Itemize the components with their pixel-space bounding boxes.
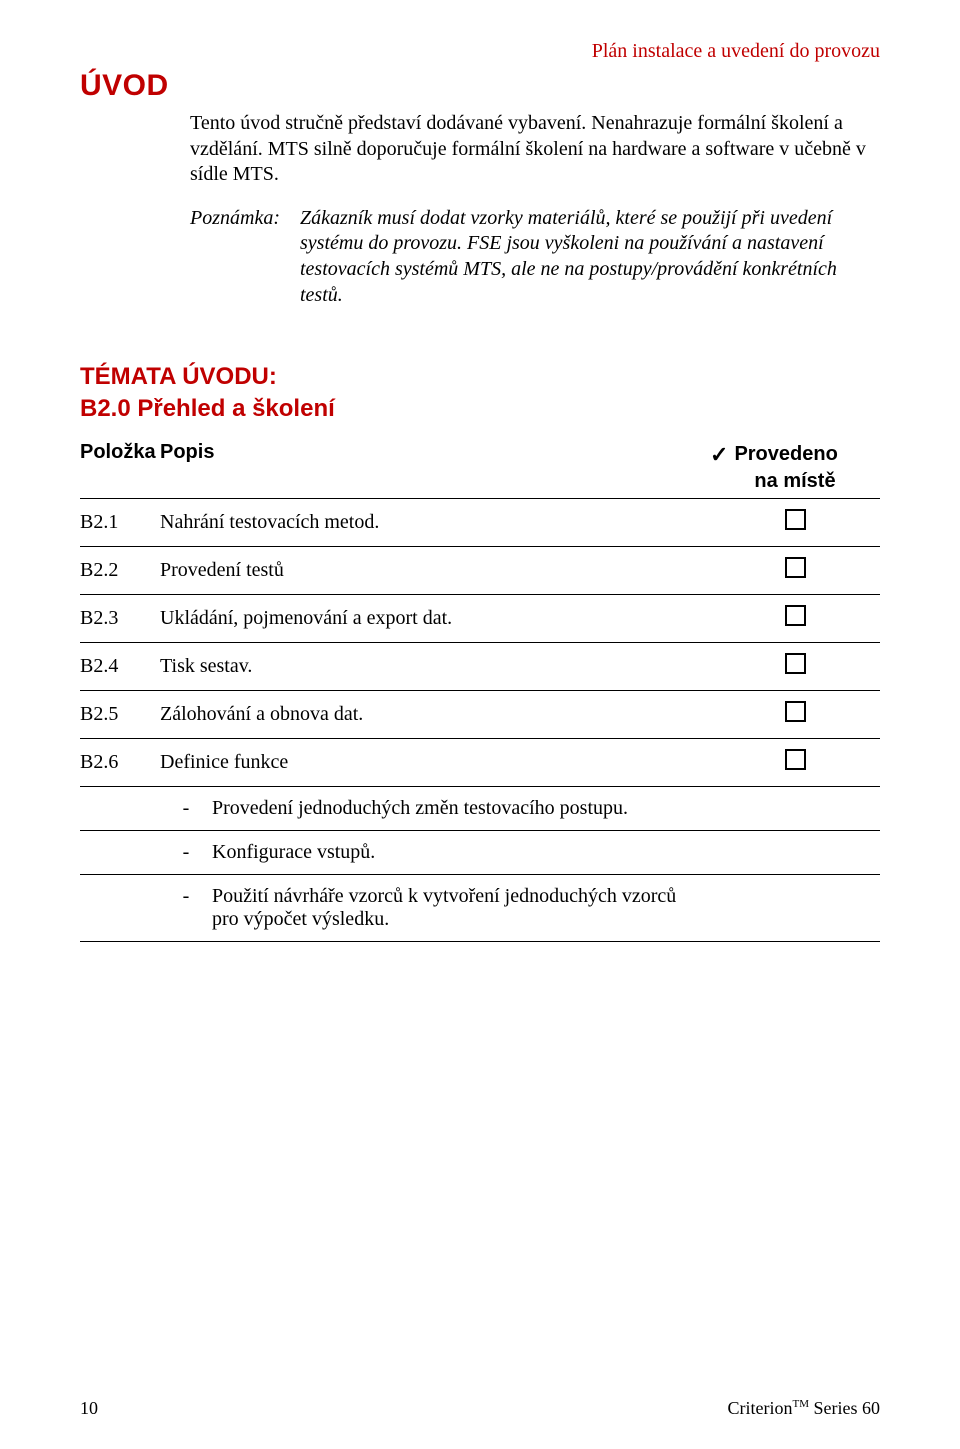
footer-tm: TM <box>793 1398 810 1410</box>
note-body: Zákazník musí dodat vzorky materiálů, kt… <box>300 206 870 308</box>
table-row: B2.3 Ukládání, pojmenování a export dat. <box>80 595 880 643</box>
title-uvod: ÚVOD <box>80 69 880 103</box>
note-row: Poznámka: Zákazník musí dodat vzorky mat… <box>190 206 870 308</box>
section-preheading: TÉMATA ÚVODU: <box>80 363 880 391</box>
subrow-dash: - <box>160 797 212 820</box>
checkbox[interactable] <box>785 749 806 770</box>
footer: 10 CriterionTM Series 60 <box>80 1398 880 1419</box>
subrow-desc: Provedení jednoduchých změn testovacího … <box>212 797 710 820</box>
footer-series: Series 60 <box>809 1398 880 1418</box>
row-desc: Nahrání testovacích metod. <box>160 511 710 534</box>
row-id: B2.4 <box>80 655 160 678</box>
table-subrow: - Provedení jednoduchých změn testovacíh… <box>80 787 880 831</box>
row-id: B2.3 <box>80 607 160 630</box>
row-desc: Zálohování a obnova dat. <box>160 703 710 726</box>
table-row: B2.5 Zálohování a obnova dat. <box>80 691 880 739</box>
col-header-provedeno-text: Provedeno <box>734 443 837 465</box>
checkbox[interactable] <box>785 701 806 722</box>
table-row: B2.6 Definice funkce <box>80 739 880 787</box>
row-desc: Ukládání, pojmenování a export dat. <box>160 607 710 630</box>
col-header-namiste: na místě <box>710 469 880 494</box>
note-label: Poznámka: <box>190 206 300 232</box>
subrow-dash: - <box>160 885 212 908</box>
col-header-provedeno: ✓ Provedeno na místě <box>710 441 880 494</box>
table-subrow: - Konfigurace vstupů. <box>80 831 880 875</box>
checkbox[interactable] <box>785 557 806 578</box>
row-id: B2.5 <box>80 703 160 726</box>
table-row: B2.2 Provedení testů <box>80 547 880 595</box>
checkbox[interactable] <box>785 509 806 530</box>
subrow-dash: - <box>160 841 212 864</box>
checkbox[interactable] <box>785 653 806 674</box>
spacer <box>80 942 880 1378</box>
subrow-desc: Konfigurace vstupů. <box>212 841 710 864</box>
checklist-table: Položka Popis ✓ Provedeno na místě B2.1 N… <box>80 441 880 942</box>
checkbox[interactable] <box>785 605 806 626</box>
row-desc: Definice funkce <box>160 751 710 774</box>
table-header: Položka Popis ✓ Provedeno na místě <box>80 441 880 498</box>
row-id: B2.6 <box>80 751 160 774</box>
row-id: B2.1 <box>80 511 160 534</box>
row-id: B2.2 <box>80 559 160 582</box>
page: Plán instalace a uvedení do provozu ÚVOD… <box>0 0 960 1449</box>
subrow-desc: Použití návrháře vzorců k vytvoření jedn… <box>212 885 710 931</box>
col-header-popis: Popis <box>160 441 710 464</box>
row-desc: Provedení testů <box>160 559 710 582</box>
header-right: Plán instalace a uvedení do provozu <box>80 40 880 63</box>
intro-paragraph: Tento úvod stručně představí dodávané vy… <box>190 111 870 188</box>
row-desc: Tisk sestav. <box>160 655 710 678</box>
footer-brand: Criterion <box>728 1398 793 1418</box>
col-header-polozka: Položka <box>80 441 160 464</box>
checkmark-icon: ✓ <box>710 441 728 469</box>
table-row: B2.1 Nahrání testovacích metod. <box>80 498 880 547</box>
page-number: 10 <box>80 1398 98 1419</box>
table-row: B2.4 Tisk sestav. <box>80 643 880 691</box>
table-subrow: - Použití návrháře vzorců k vytvoření je… <box>80 875 880 942</box>
footer-right: CriterionTM Series 60 <box>728 1398 881 1419</box>
section-heading: B2.0 Přehled a školení <box>80 395 880 423</box>
